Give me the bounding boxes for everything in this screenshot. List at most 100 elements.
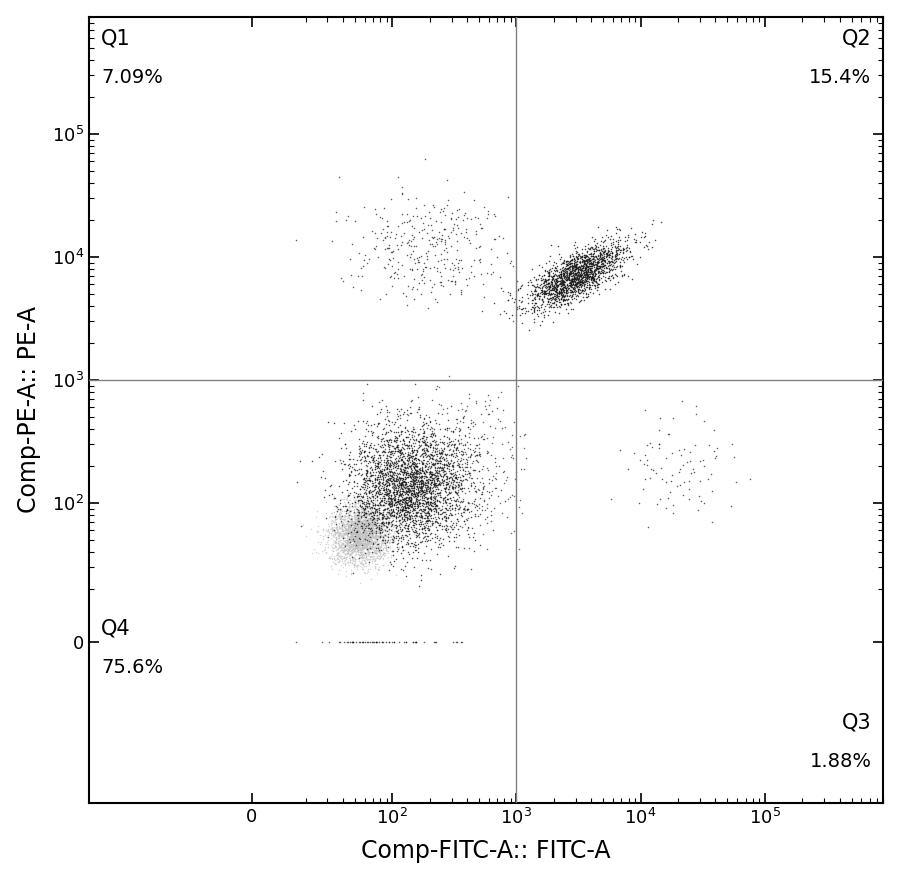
Point bbox=[341, 476, 356, 490]
Point bbox=[446, 477, 460, 491]
Point bbox=[562, 282, 576, 296]
Point bbox=[346, 531, 361, 545]
Point bbox=[342, 532, 356, 546]
Point bbox=[424, 455, 438, 469]
Point bbox=[563, 250, 578, 264]
Point bbox=[388, 456, 402, 470]
Point bbox=[342, 525, 356, 539]
Point bbox=[370, 510, 384, 524]
Point bbox=[408, 471, 422, 485]
Point bbox=[432, 379, 446, 393]
Point bbox=[414, 479, 428, 493]
Point bbox=[589, 261, 603, 275]
Point bbox=[684, 466, 698, 480]
Point bbox=[366, 517, 381, 531]
Point bbox=[551, 275, 565, 289]
Point bbox=[554, 286, 569, 300]
Point bbox=[355, 546, 369, 560]
Point bbox=[419, 435, 434, 449]
Point bbox=[371, 540, 385, 554]
Point bbox=[554, 276, 569, 290]
Point bbox=[550, 282, 564, 296]
Point bbox=[590, 264, 605, 278]
Point bbox=[408, 478, 422, 492]
Point bbox=[351, 541, 365, 555]
Point bbox=[345, 533, 359, 547]
Point bbox=[358, 474, 373, 488]
Point bbox=[564, 269, 579, 283]
Point bbox=[336, 528, 350, 542]
Point bbox=[343, 523, 357, 537]
Point bbox=[379, 512, 393, 526]
Point bbox=[382, 413, 396, 427]
Point bbox=[480, 431, 494, 445]
Point bbox=[387, 434, 401, 448]
Point bbox=[579, 287, 593, 301]
Point bbox=[413, 465, 428, 479]
Point bbox=[435, 443, 449, 457]
Point bbox=[413, 506, 428, 520]
Point bbox=[346, 527, 360, 541]
Point bbox=[456, 452, 471, 466]
Point bbox=[400, 485, 414, 499]
Point bbox=[365, 635, 380, 649]
Point bbox=[572, 251, 586, 265]
Point bbox=[391, 262, 405, 276]
Point bbox=[360, 537, 374, 551]
Point bbox=[367, 482, 382, 496]
Point bbox=[346, 517, 360, 531]
Point bbox=[422, 485, 436, 499]
Point bbox=[527, 296, 542, 310]
Point bbox=[392, 513, 407, 527]
Point bbox=[358, 516, 373, 530]
Point bbox=[390, 412, 404, 426]
Point bbox=[402, 492, 417, 506]
Point bbox=[364, 539, 378, 554]
Point bbox=[474, 221, 489, 235]
Point bbox=[536, 274, 551, 288]
Point bbox=[402, 214, 417, 228]
Point bbox=[604, 245, 618, 259]
Point bbox=[551, 291, 565, 305]
Point bbox=[347, 518, 362, 532]
Point bbox=[343, 541, 357, 555]
Point bbox=[581, 267, 596, 281]
Point bbox=[564, 253, 579, 267]
Point bbox=[575, 269, 590, 283]
Point bbox=[341, 518, 356, 532]
Point bbox=[416, 418, 430, 432]
Point bbox=[521, 304, 535, 318]
Point bbox=[366, 498, 381, 512]
Point bbox=[445, 447, 459, 461]
Point bbox=[335, 552, 349, 566]
Point bbox=[568, 278, 582, 292]
Point bbox=[554, 282, 569, 297]
Point bbox=[435, 506, 449, 520]
Point bbox=[544, 269, 559, 283]
Point bbox=[396, 493, 410, 507]
Point bbox=[453, 495, 467, 510]
Point bbox=[413, 502, 428, 516]
Point bbox=[443, 499, 457, 513]
Point bbox=[374, 525, 388, 539]
Point bbox=[366, 540, 381, 554]
Point bbox=[445, 471, 459, 485]
Point bbox=[552, 265, 566, 279]
Point bbox=[347, 542, 362, 556]
Point bbox=[420, 470, 435, 484]
Point bbox=[640, 458, 654, 472]
Point bbox=[395, 515, 410, 529]
Point bbox=[404, 441, 419, 455]
Point bbox=[349, 509, 364, 523]
Point bbox=[484, 488, 499, 502]
Point bbox=[383, 469, 398, 483]
Point bbox=[423, 519, 437, 533]
Point bbox=[392, 407, 407, 422]
Point bbox=[383, 444, 398, 458]
Point bbox=[565, 275, 580, 290]
Point bbox=[400, 452, 414, 466]
Point bbox=[363, 535, 377, 549]
Point bbox=[410, 458, 424, 473]
Point bbox=[353, 517, 367, 531]
Point bbox=[410, 282, 424, 296]
